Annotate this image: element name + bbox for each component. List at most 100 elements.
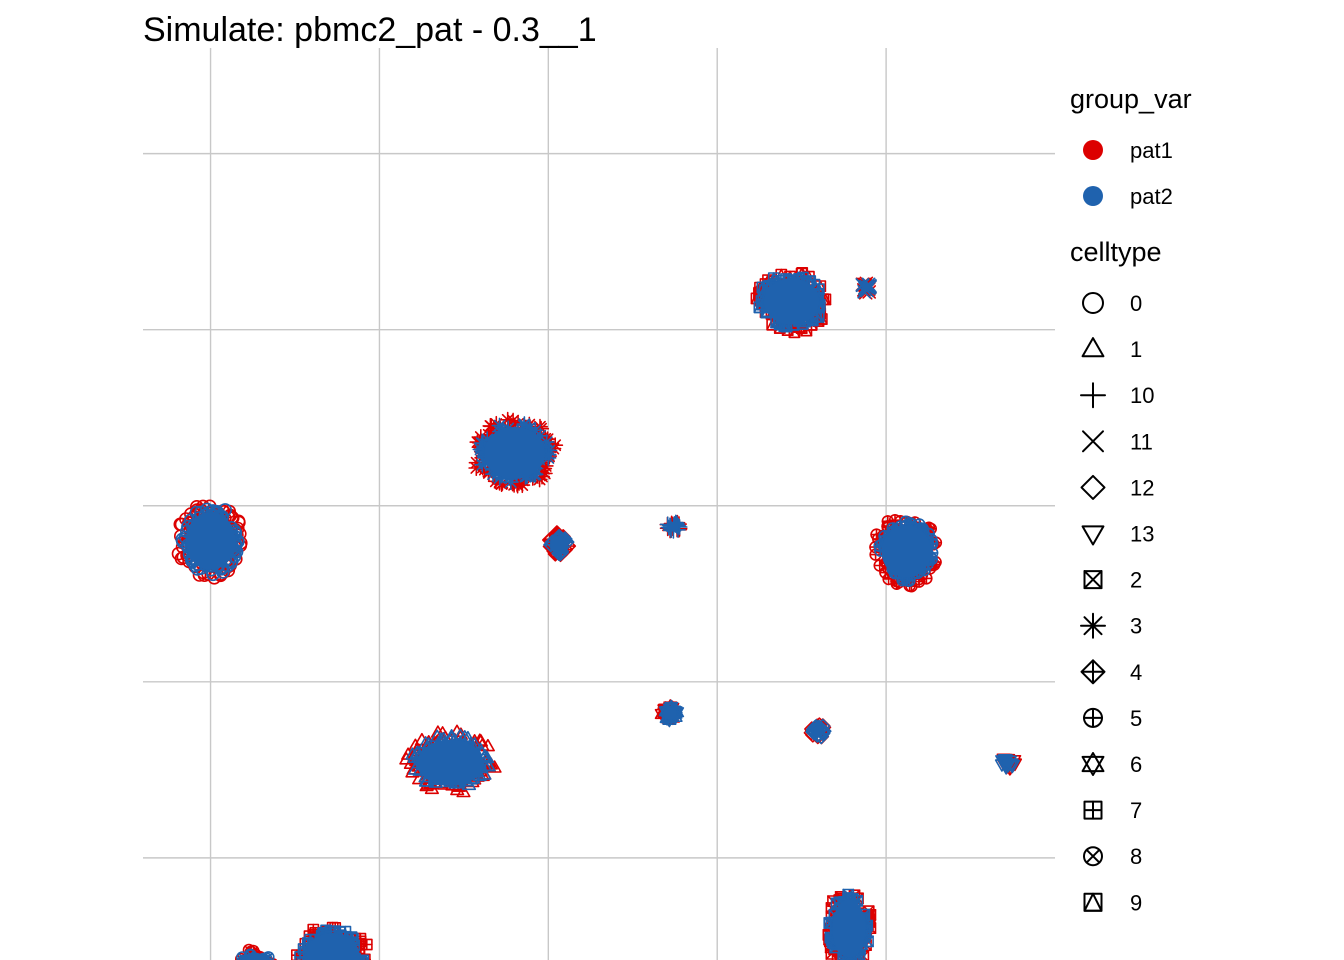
point-3-pat2 [532, 427, 549, 444]
cluster-core-0-pat2 [185, 512, 236, 570]
legend-shape-label-8: 8 [1130, 844, 1142, 869]
point-1-pat2 [481, 759, 496, 772]
legend-shape-label-1: 1 [1130, 337, 1142, 362]
cluster-core-10-pat2 [667, 522, 679, 532]
cluster-6-pat2 [658, 699, 685, 728]
legend-shape-label-4: 4 [1130, 660, 1142, 685]
point-3-pat1 [505, 412, 522, 429]
point-1-pat2 [453, 728, 468, 742]
legend-shape-label-5: 5 [1130, 706, 1142, 731]
cluster-core-7-pat2 [304, 933, 360, 960]
legend-shape-6 [1081, 752, 1105, 776]
cluster-core-1-pat2 [417, 739, 484, 786]
point-3-pat1 [528, 426, 545, 443]
point-3-pat1 [499, 411, 516, 428]
point-3-pat1 [480, 463, 497, 480]
point-1-pat2 [405, 747, 420, 760]
point-1-pat1 [456, 784, 471, 798]
legend-shape-label-11: 11 [1130, 429, 1153, 454]
point-3-pat2 [502, 474, 519, 491]
cluster-4-pat2 [543, 528, 575, 562]
point-3-pat2 [474, 456, 491, 473]
legend-color-entries: pat1 pat2 [1083, 138, 1173, 209]
point-3-pat1 [488, 415, 505, 432]
legend-shape-8 [1083, 846, 1103, 867]
legend-label-pat2: pat2 [1130, 184, 1173, 209]
legend-shape-label-13: 13 [1130, 522, 1154, 547]
cluster-core-12-pat2 [813, 725, 825, 737]
legend-shape-2 [1083, 570, 1103, 590]
cluster-core-4-pat2 [550, 535, 567, 554]
data-points [171, 266, 1022, 960]
cluster-10-pat2 [659, 514, 688, 539]
point-7-pat1 [360, 938, 373, 951]
legend-title-celltype: celltype [1070, 237, 1162, 267]
cluster-0-pat2 [175, 502, 245, 582]
point-3-pat1 [482, 417, 499, 434]
point-3-pat1 [480, 426, 497, 443]
point-3-pat2 [526, 466, 542, 483]
cluster-3-pat2 [472, 416, 558, 491]
cluster-core-3-pat2 [484, 426, 546, 479]
point-3-pat1 [493, 476, 510, 493]
legend-shape-label-12: 12 [1130, 475, 1154, 500]
legend-shape-label-0: 0 [1130, 291, 1142, 316]
legend-shape-9 [1083, 892, 1103, 912]
cluster-12-pat2 [805, 718, 832, 745]
point-3-pat1 [506, 417, 522, 434]
point-3-pat2 [477, 455, 494, 472]
point-3-pat2 [491, 417, 508, 434]
cluster-7-pat2 [294, 924, 370, 960]
point-3-pat1 [514, 477, 531, 494]
cluster-2-pat2 [823, 888, 874, 960]
legend-shape-1 [1081, 337, 1105, 358]
point-3-pat2 [491, 470, 508, 486]
cluster-core-5-pat2 [881, 525, 932, 578]
legend-shape-7 [1083, 800, 1103, 820]
gridlines [143, 48, 1055, 960]
point-1-pat1 [450, 782, 465, 796]
legend-label-pat1: pat1 [1130, 138, 1173, 163]
point-0-pat2 [218, 503, 232, 517]
chart-title: Simulate: pbmc2_pat - 0.3__1 [143, 11, 597, 49]
point-1-pat2 [477, 767, 492, 780]
point-7-pat2 [357, 954, 370, 960]
cluster-core-6-pat2 [663, 707, 677, 720]
point-1-pat1 [412, 771, 427, 785]
point-7-pat1 [359, 958, 372, 960]
legend-title-group-var: group_var [1070, 84, 1192, 114]
legend-shape-0 [1082, 292, 1104, 314]
point-1-pat2 [461, 777, 477, 791]
legend-shape-label-10: 10 [1130, 383, 1154, 408]
point-3-pat1 [468, 460, 485, 476]
legend-shape-11 [1082, 430, 1104, 453]
legend-shape-label-2: 2 [1130, 568, 1142, 593]
point-3-pat2 [540, 446, 557, 463]
legend-shape-entries: 0 1 10 11 12 13 2 3 4 5 6 7 8 9 [1080, 291, 1154, 915]
legend-shape-label-6: 6 [1130, 752, 1142, 777]
cluster-core-8-pat2 [241, 952, 268, 960]
legend-shape-10 [1080, 382, 1106, 409]
cluster-5-pat2 [873, 515, 939, 587]
cluster-core-2-pat2 [832, 899, 866, 958]
legend-shape-5 [1083, 707, 1103, 728]
cluster-core-13-pat2 [1002, 758, 1014, 768]
legend-shape-label-3: 3 [1130, 614, 1142, 639]
cluster-9-pat2 [753, 271, 826, 333]
cluster-11-pat2 [855, 277, 878, 299]
point-3-pat1 [534, 468, 550, 485]
legend-shape-13 [1081, 525, 1105, 546]
cluster-1-pat2 [405, 728, 496, 791]
legend-shape-label-7: 7 [1130, 798, 1142, 823]
legend-shape-12 [1080, 474, 1106, 500]
legend: group_var pat1 pat2 celltype 0 1 10 11 12 13 2 3… [1070, 84, 1192, 915]
point-3-pat1 [536, 460, 553, 477]
legend-shape-3 [1080, 612, 1106, 639]
cluster-13-pat2 [994, 754, 1020, 775]
cluster-core-11-pat2 [861, 283, 870, 292]
legend-swatch-pat2 [1083, 186, 1103, 206]
legend-shape-label-9: 9 [1130, 890, 1142, 915]
legend-shape-4 [1080, 659, 1106, 685]
